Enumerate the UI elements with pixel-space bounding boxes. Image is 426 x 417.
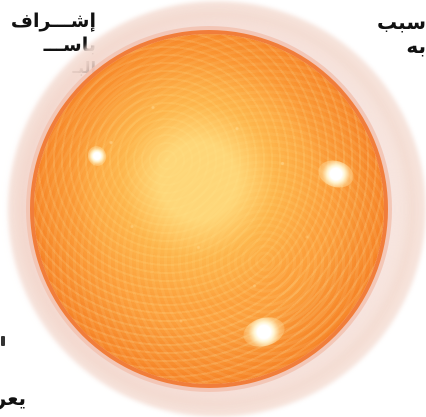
sun-surface-texture — [34, 34, 384, 384]
right-text-line: سبب — [376, 10, 426, 34]
margin-mark — [1, 336, 5, 346]
bottom-left-text: يعر — [0, 386, 26, 410]
left-text-line: البـ — [72, 58, 97, 77]
left-text-line: باســـ — [43, 34, 96, 56]
left-text-line: إشـــراف — [10, 10, 96, 32]
sun-image — [34, 34, 384, 384]
right-text-column: سبب به — [316, 12, 426, 60]
right-text-line: به — [406, 34, 426, 58]
